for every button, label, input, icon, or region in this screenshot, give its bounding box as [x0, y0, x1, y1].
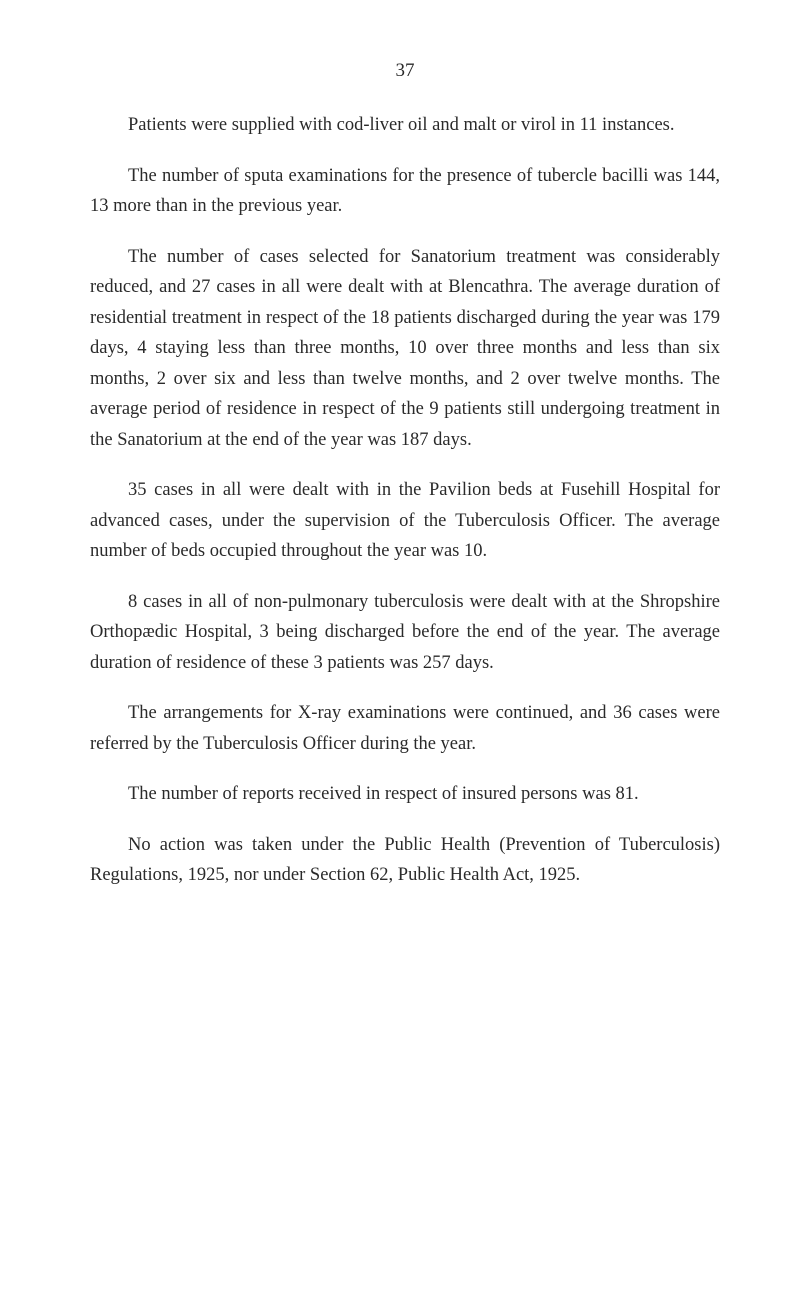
paragraph-4: 35 cases in all were dealt with in the P…: [90, 475, 720, 567]
paragraph-6: The arrangements for X-ray examinations …: [90, 698, 720, 759]
paragraph-7: The number of reports received in respec…: [90, 779, 720, 810]
paragraph-3: The number of cases selected for Sanator…: [90, 242, 720, 456]
paragraph-1: Patients were supplied with cod-liver oi…: [90, 110, 720, 141]
paragraph-8: No action was taken under the Public Hea…: [90, 830, 720, 891]
paragraph-5: 8 cases in all of non-pulmonary tubercul…: [90, 587, 720, 679]
paragraph-2: The number of sputa examinations for the…: [90, 161, 720, 222]
page-number: 37: [90, 60, 720, 82]
